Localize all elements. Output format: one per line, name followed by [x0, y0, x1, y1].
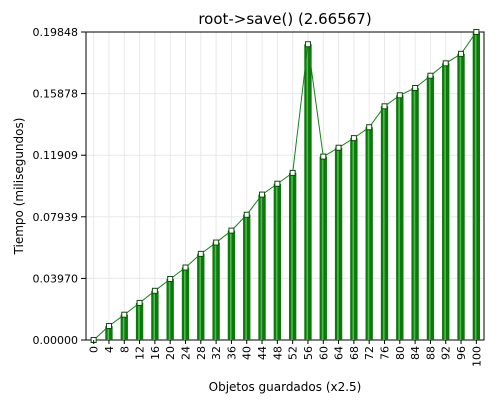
data-point	[151, 287, 158, 294]
x-tick-label: 28	[195, 346, 208, 360]
x-axis-ticks: 0 4 8 12 16 20 24 28 32 36 40 44 48 52 56 60 64 68 72 76 80 8…	[88, 340, 483, 367]
x-tick-label: 12	[134, 346, 147, 360]
bar-highlight	[275, 183, 278, 340]
x-tick-label: 80	[394, 346, 407, 360]
bar-highlight	[199, 253, 201, 340]
series-polyline	[93, 31, 477, 341]
x-tick-label: 4	[103, 346, 116, 353]
bar-highlight	[352, 138, 355, 340]
data-point	[381, 103, 388, 110]
bar-highlight	[459, 53, 462, 341]
bar-highlight	[337, 147, 339, 340]
y-tick-label: 0.11909	[33, 149, 79, 162]
bar-highlight	[367, 127, 370, 341]
bar-highlight	[398, 95, 400, 341]
data-point	[304, 41, 311, 48]
x-tick-label: 72	[363, 346, 376, 360]
data-point	[197, 250, 204, 257]
grid	[86, 32, 484, 340]
data-point	[396, 92, 403, 99]
y-tick-label: 0.15878	[33, 88, 79, 101]
bars	[105, 31, 481, 341]
y-axis-label: Tiempo (milisegundos)	[12, 118, 26, 256]
x-tick-label: 32	[210, 346, 223, 360]
bar-highlight	[245, 214, 247, 340]
data-point	[350, 135, 357, 142]
data-point	[458, 50, 465, 57]
data-point	[473, 28, 480, 35]
data-point	[228, 227, 235, 234]
data-point	[213, 239, 220, 246]
bar-highlight	[291, 172, 293, 340]
y-tick-label: 0.19848	[33, 26, 79, 39]
x-tick-label: 24	[180, 346, 193, 360]
series-line	[93, 31, 477, 341]
x-tick-label: 0	[88, 346, 101, 353]
data-point	[320, 153, 327, 160]
data-point	[366, 124, 373, 131]
data-point	[243, 211, 250, 218]
x-tick-label: 48	[271, 346, 284, 360]
bar-highlight	[474, 31, 477, 340]
bar-highlight	[413, 87, 416, 341]
data-point	[121, 311, 128, 318]
x-tick-label: 92	[440, 346, 453, 360]
data-point	[335, 144, 342, 151]
y-axis-ticks: 0.00000 0.03970 0.07939 0.11909 0.15878 0.198…	[33, 26, 86, 347]
bar-highlight	[168, 279, 171, 340]
x-axis-label: Objetos guardados (x2.5)	[209, 380, 362, 394]
bar-highlight	[428, 75, 431, 340]
bar-highlight	[214, 242, 217, 340]
bar-highlight	[138, 302, 140, 340]
bar-highlight	[184, 267, 186, 340]
bar-highlight	[321, 156, 324, 340]
data-point	[259, 191, 266, 198]
x-tick-label: 20	[164, 346, 177, 360]
x-tick-label: 8	[118, 346, 131, 353]
x-tick-label: 68	[348, 346, 361, 360]
x-tick-label: 44	[256, 346, 269, 360]
x-tick-label: 84	[409, 346, 422, 360]
x-tick-label: 56	[302, 346, 315, 360]
data-point	[136, 299, 143, 306]
x-tick-label: 52	[287, 346, 300, 360]
x-tick-label: 100	[470, 346, 483, 367]
x-tick-label: 88	[424, 346, 437, 360]
x-tick-label: 40	[241, 346, 254, 360]
bar-highlight	[107, 326, 110, 340]
x-tick-label: 60	[317, 346, 330, 360]
data-point	[182, 264, 189, 271]
x-tick-label: 76	[379, 346, 392, 360]
plot-area	[85, 31, 485, 341]
x-tick-label: 16	[149, 346, 162, 360]
x-tick-label: 96	[455, 346, 468, 360]
data-point	[412, 84, 419, 91]
bar-highlight	[229, 230, 232, 340]
x-tick-label: 36	[225, 346, 238, 360]
data-point	[274, 180, 281, 187]
x-tick-label: 64	[333, 346, 346, 360]
bar-highlight	[153, 290, 156, 340]
chart-title: root->save() (2.66567)	[198, 10, 371, 28]
y-tick-label: 0.03970	[33, 272, 79, 285]
bar-highlight	[122, 314, 125, 340]
data-point	[442, 60, 449, 67]
bar-highlight	[383, 106, 385, 340]
bar-highlight	[444, 63, 446, 341]
y-tick-label: 0.07939	[33, 211, 79, 224]
bar-highlight	[260, 194, 263, 340]
data-point	[167, 276, 174, 283]
data-point	[105, 323, 112, 330]
y-tick-label: 0.00000	[33, 334, 79, 347]
data-point	[427, 72, 434, 79]
bar-highlight	[306, 44, 309, 340]
data-point	[289, 169, 296, 176]
